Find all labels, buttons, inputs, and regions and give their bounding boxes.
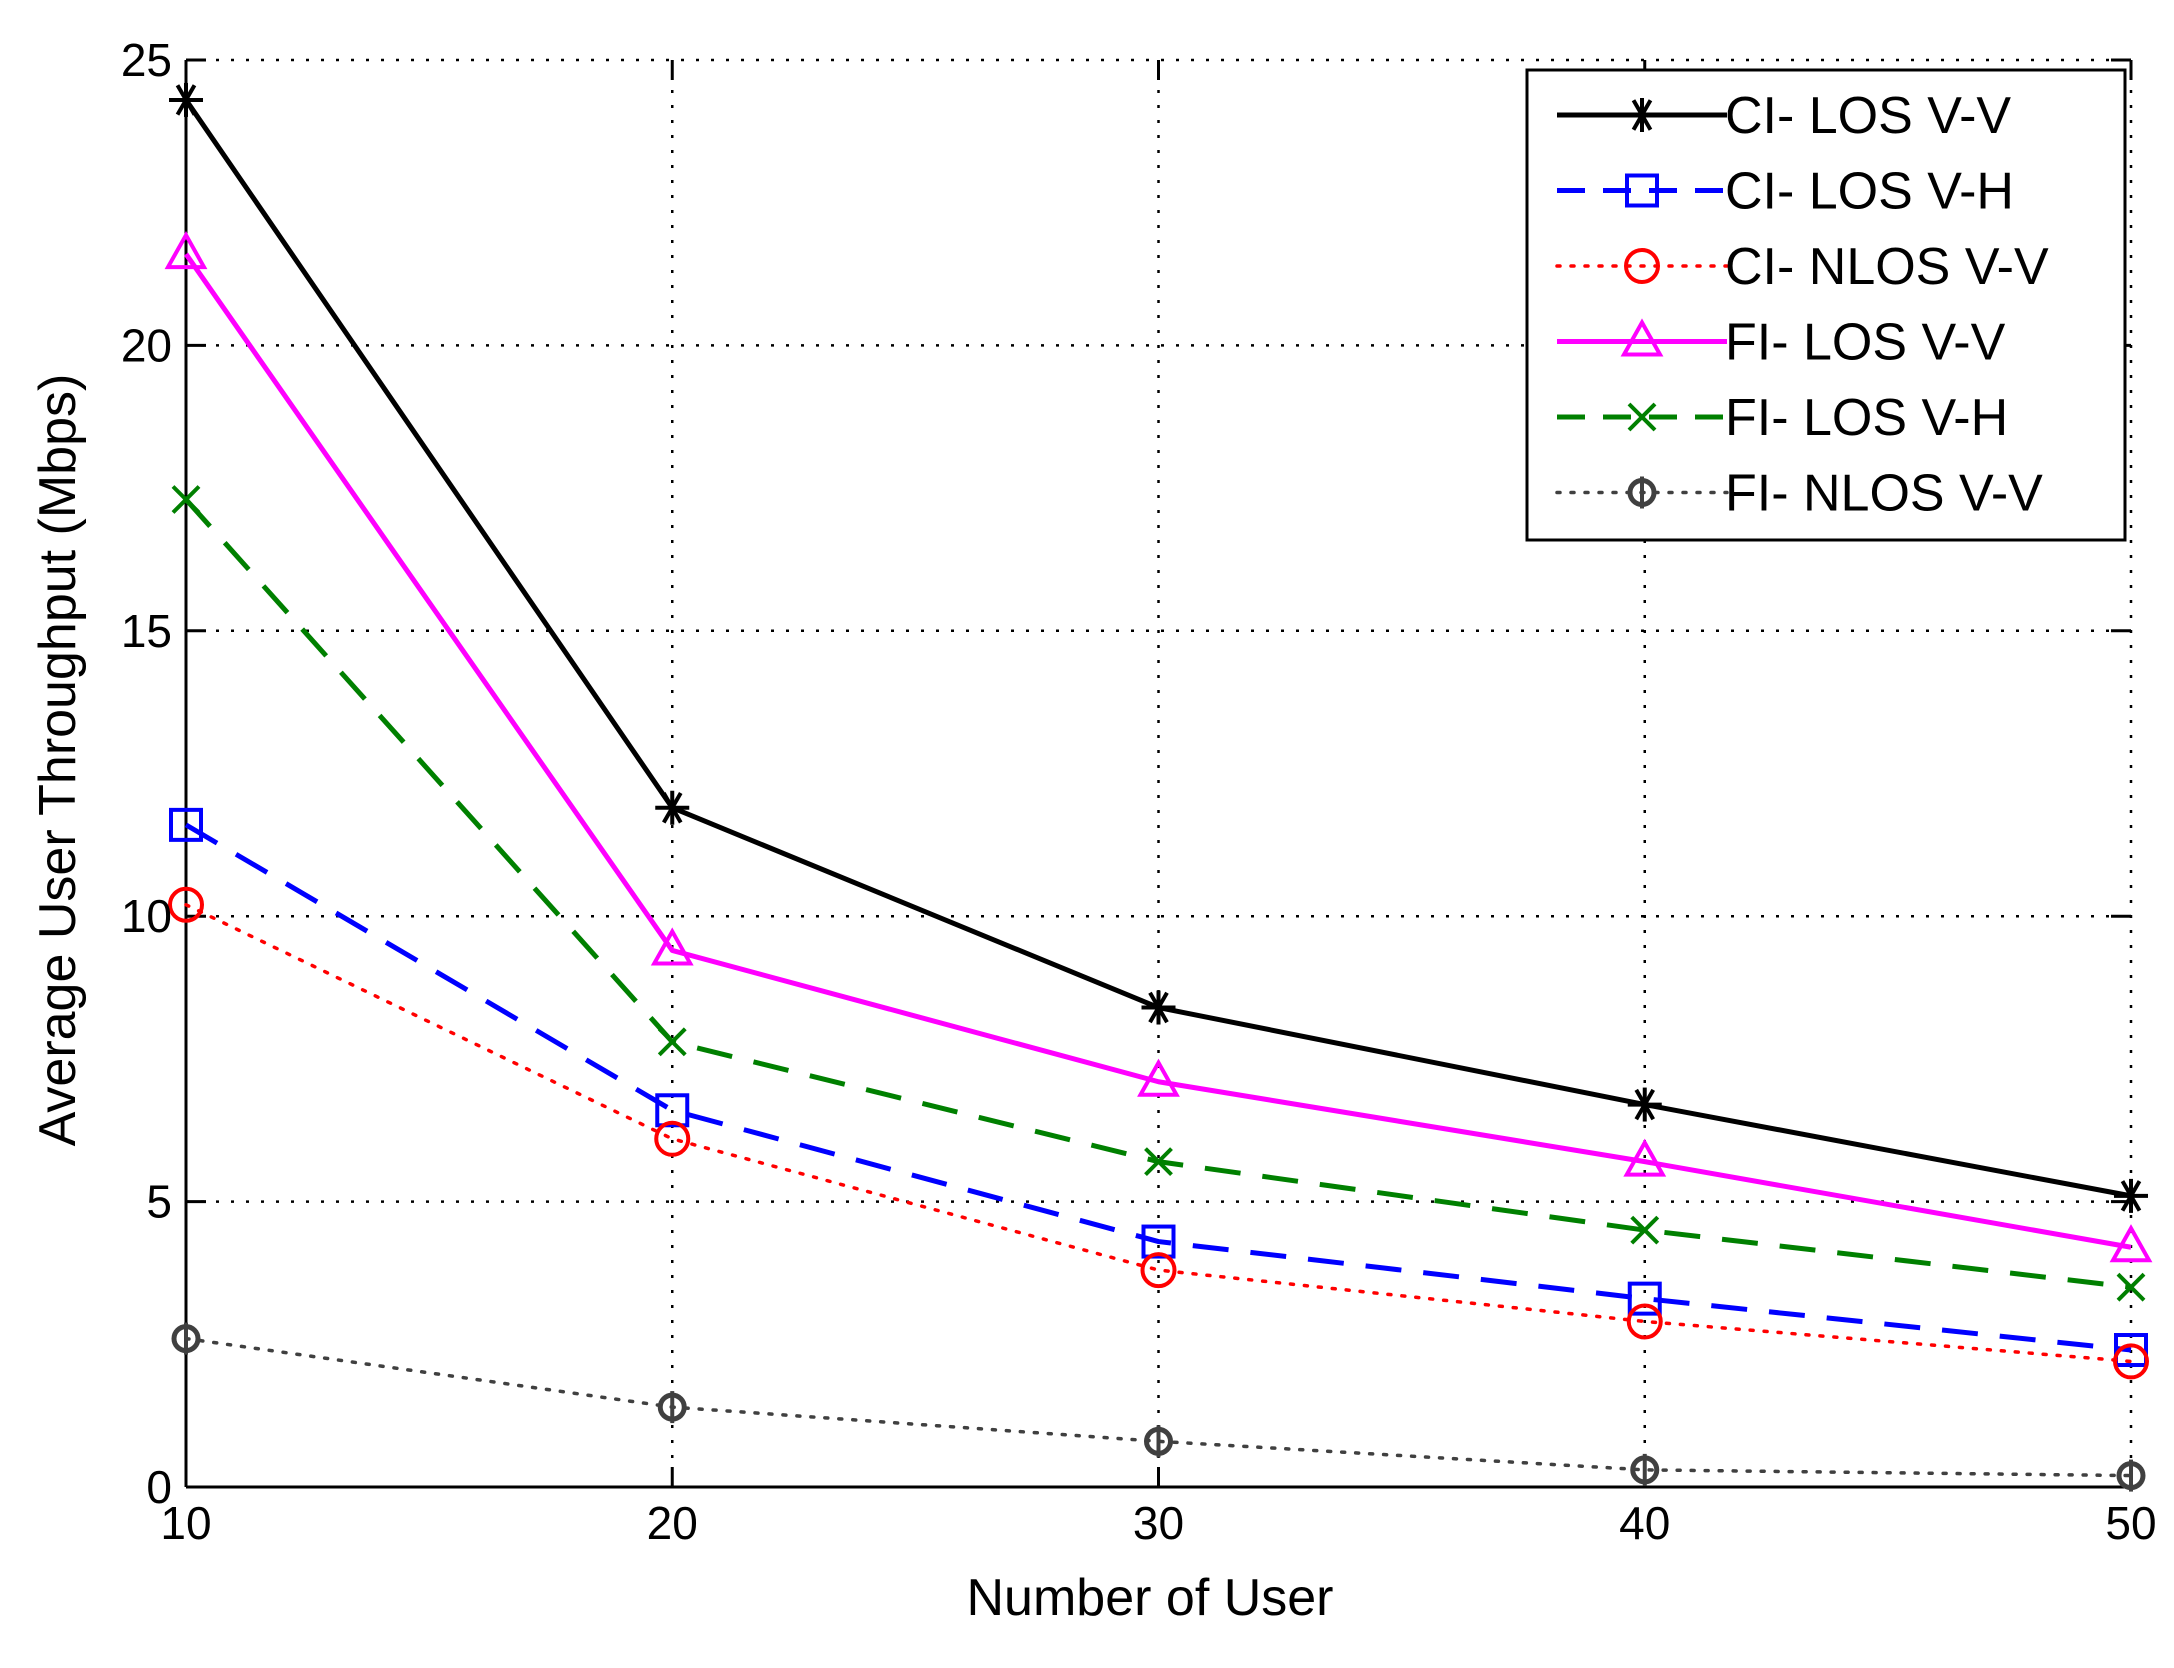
series-line: [183, 252, 2132, 1250]
data-point: [1623, 1138, 1667, 1177]
y-tick-label: 0: [146, 1461, 172, 1513]
series-5: [171, 485, 2146, 1302]
data-point: [655, 790, 690, 825]
data-point: [2116, 1459, 2146, 1492]
x-tick-label: 50: [2105, 1497, 2156, 1549]
legend-label: CI- NLOS V-V: [1725, 238, 2049, 296]
data-point: [2114, 1178, 2148, 1213]
data-point: [168, 886, 204, 923]
data-point: [169, 82, 203, 117]
data-point: [164, 230, 208, 270]
data-point: [657, 1391, 687, 1424]
data-point: [650, 927, 694, 966]
x-tick-label: 40: [1619, 1497, 1670, 1549]
legend-item: CI- LOS V-H: [1557, 163, 2014, 221]
x-tick-label: 20: [647, 1497, 698, 1549]
legend-item: FI- LOS V-H: [1557, 389, 2008, 447]
legend-item: FI- LOS V-V: [1557, 314, 2006, 372]
y-tick-label: 25: [121, 34, 172, 86]
series-3: [168, 886, 2149, 1380]
data-point: [2113, 1343, 2149, 1380]
legend-label: CI- LOS V-H: [1725, 163, 2014, 221]
data-point: [1141, 1224, 1176, 1259]
data-point: [171, 485, 201, 514]
series-line: [184, 903, 2133, 1364]
data-point: [1141, 990, 1176, 1025]
legend: CI- LOS V-V CI- LOS V-H CI- NLOS V-V FI- LO…: [1525, 68, 2127, 542]
legend-marker: [1627, 402, 1657, 432]
axes: [184, 58, 2133, 1489]
y-tick-label: 5: [146, 1176, 172, 1228]
data-point: [1626, 1303, 1663, 1340]
y-tick-label: 10: [121, 890, 172, 942]
data-point: [655, 1093, 690, 1128]
data-point: [1144, 1147, 1173, 1177]
data-point: [657, 1027, 687, 1057]
data-point: [1630, 1453, 1660, 1486]
data-point: [1630, 1215, 1660, 1245]
series-1: [169, 82, 2148, 1213]
data-point: [2114, 1333, 2148, 1368]
data-point: [1627, 1087, 1662, 1122]
data-point: [2116, 1272, 2146, 1302]
data-point: [654, 1120, 691, 1157]
data-point: [171, 1322, 201, 1355]
series-lines: [164, 82, 2153, 1492]
legend-item: CI- NLOS V-V: [1555, 238, 2049, 296]
data-point: [169, 807, 203, 842]
data-point: [1137, 1058, 1180, 1097]
series-6: [171, 1322, 2146, 1492]
data-point: [1140, 1252, 1177, 1289]
legend-marker: [1627, 476, 1657, 509]
legend-label: FI- NLOS V-V: [1725, 465, 2043, 523]
series-4: [164, 230, 2153, 1263]
x-tick-label: 10: [160, 1497, 211, 1549]
data-point: [2109, 1224, 2153, 1263]
y-tick-label: 15: [121, 605, 172, 657]
series-line: [184, 822, 2132, 1353]
x-tick-label: 30: [1133, 1497, 1184, 1549]
legend-marker: [1625, 98, 1659, 132]
x-axis-label: Number of User: [967, 1569, 1334, 1627]
legend-marker: [1620, 318, 1664, 357]
legend-label: FI- LOS V-H: [1725, 389, 2008, 447]
legend-marker: [1624, 248, 1660, 284]
y-tick-label: 20: [121, 319, 172, 371]
data-point: [1144, 1425, 1173, 1458]
legend-label: CI- LOS V-V: [1725, 87, 2011, 145]
legend-box: [1525, 68, 2127, 542]
tick-labels: 10 20 30 40 50 0 5 10 15 20 25: [121, 34, 2157, 1549]
legend-marker: [1625, 173, 1659, 208]
y-axis-label: Average User Throughput (Mbps): [29, 374, 87, 1147]
data-point: [1627, 1281, 1662, 1316]
legend-item: FI- NLOS V-V: [1555, 465, 2043, 523]
legend-item: CI- LOS V-V: [1557, 87, 2011, 145]
legend-label: FI- LOS V-V: [1725, 314, 2006, 372]
series-2: [169, 807, 2148, 1368]
